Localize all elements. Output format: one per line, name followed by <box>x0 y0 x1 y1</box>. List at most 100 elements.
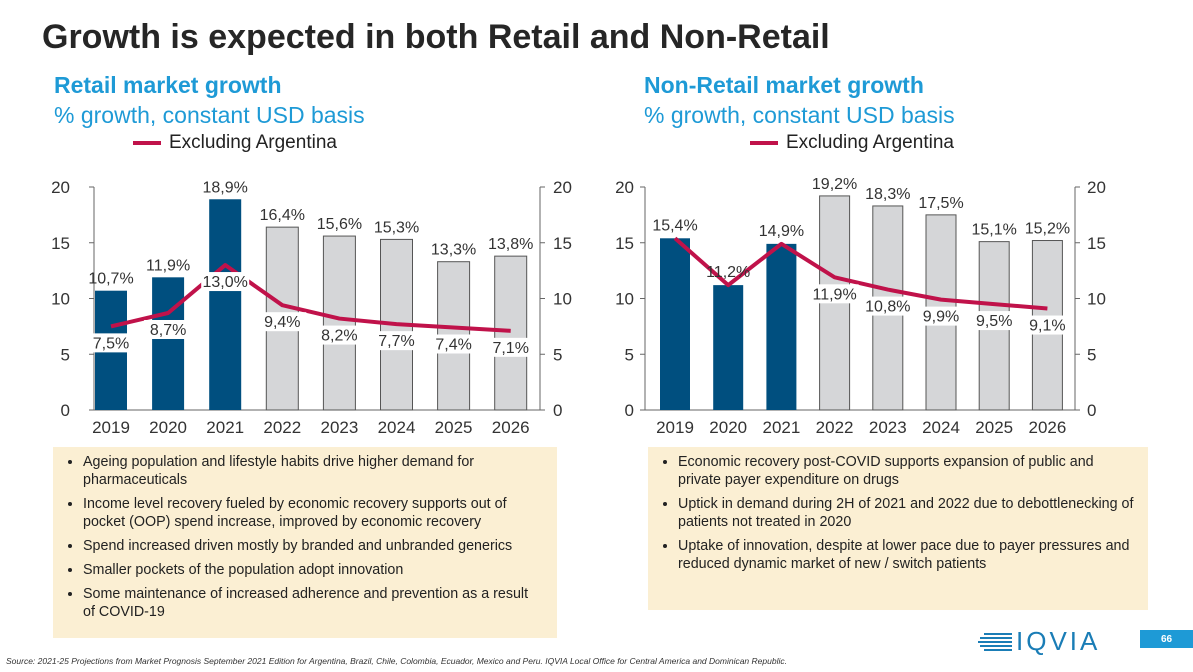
y-tick-label-right: 5 <box>1087 345 1096 364</box>
x-tick-label: 2024 <box>378 418 416 437</box>
data-label: 14,9% <box>759 223 804 240</box>
x-tick-label: 2025 <box>975 418 1013 437</box>
bar-data-label: 15,2% <box>1025 221 1070 238</box>
y-tick-label-left: 10 <box>615 290 634 309</box>
bar-data-label: 16,4% <box>260 207 305 224</box>
y-tick-label-right: 20 <box>553 178 572 197</box>
x-tick-label: 2020 <box>149 418 187 437</box>
y-tick-label-right: 20 <box>1087 178 1106 197</box>
slide-title: Growth is expected in both Retail and No… <box>42 18 830 56</box>
data-label: 11,2% <box>706 264 750 281</box>
x-tick-label: 2022 <box>263 418 301 437</box>
line-label-bg <box>429 334 478 354</box>
x-tick-label: 2024 <box>922 418 960 437</box>
x-tick-label: 2026 <box>1028 418 1066 437</box>
bar-data-label: 17,5% <box>918 195 963 212</box>
bar-2021 <box>766 243 797 410</box>
line-label-bg <box>1023 315 1072 335</box>
y-tick-label-left: 20 <box>615 178 634 197</box>
bullet: Ageing population and lifestyle habits d… <box>83 453 543 489</box>
bar-2020 <box>152 277 185 410</box>
y-tick-label-right: 15 <box>553 234 572 253</box>
iqvia-logo: IQVIA <box>978 626 1100 657</box>
non-retail-heading: Non-Retail market growth <box>644 72 924 98</box>
x-tick-label: 2023 <box>320 418 358 437</box>
line-data-label: 7,5% <box>93 335 129 352</box>
line-label-bg <box>87 333 135 353</box>
bar-data-label: 19,2% <box>812 176 857 193</box>
y-tick-label-left: 10 <box>51 290 70 309</box>
line-label-bg <box>315 325 364 345</box>
line-data-label: 7,1% <box>492 340 528 357</box>
x-tick-label: 2025 <box>435 418 473 437</box>
bar-data-label: 15,3% <box>374 219 419 236</box>
bar-data-label: 13,3% <box>431 242 476 259</box>
y-tick-label-left: 15 <box>51 234 70 253</box>
y-tick-label-left: 15 <box>615 234 634 253</box>
bar-2023 <box>322 235 356 411</box>
y-tick-label-right: 10 <box>553 290 572 309</box>
line-data-label: 7,7% <box>378 333 414 350</box>
y-tick-label-left: 0 <box>61 401 70 420</box>
x-tick-label: 2026 <box>492 418 530 437</box>
bullet: Uptick in demand during 2H of 2021 and 2… <box>678 495 1134 531</box>
bar-data-label: 15,6% <box>317 216 362 233</box>
bar-data-label: 18,3% <box>865 186 910 203</box>
bullet: Spend increased driven mostly by branded… <box>83 537 543 555</box>
line-label-bg <box>486 337 535 357</box>
source-note: Source: 2021-25 Projections from Market … <box>6 656 787 666</box>
line-excluding-argentina <box>110 263 511 333</box>
y-tick-label-right: 10 <box>1087 290 1106 309</box>
bullet: Income level recovery fueled by economic… <box>83 495 543 531</box>
y-tick-label-right: 5 <box>553 345 562 364</box>
legend-label: Excluding Argentina <box>169 132 337 153</box>
y-tick-label-left: 5 <box>61 345 70 364</box>
x-tick-label: 2021 <box>206 418 244 437</box>
line-label-bg <box>258 312 307 332</box>
line-label-bg <box>863 296 912 316</box>
line-label-bg <box>917 306 965 326</box>
line-data-label: 9,1% <box>1029 318 1065 335</box>
y-tick-label-right: 0 <box>553 401 562 420</box>
x-tick-label: 2019 <box>92 418 130 437</box>
line-data-label: 8,7% <box>150 322 186 339</box>
bar-data-label: 10,7% <box>88 271 133 288</box>
retail-heading: Retail market growth <box>54 72 282 98</box>
retail-legend: Excluding Argentina <box>133 132 337 154</box>
bullet: Uptake of innovation, despite at lower p… <box>678 537 1134 573</box>
bar-2026 <box>494 255 528 411</box>
line-label-bg <box>970 311 1019 331</box>
y-tick-label-right: 0 <box>1087 401 1096 420</box>
logo-stripes-icon <box>978 632 1012 651</box>
line-data-label: 9,9% <box>923 309 959 326</box>
logo-text: IQVIA <box>1016 626 1101 656</box>
line-excluding-argentina <box>673 236 1048 311</box>
bar-2021 <box>209 199 242 410</box>
line-data-label: 13,0% <box>203 274 248 291</box>
y-tick-label-left: 20 <box>51 178 70 197</box>
bar-data-label: 15,1% <box>972 222 1017 239</box>
bar-2020 <box>713 285 744 410</box>
legend-line-swatch <box>750 141 778 145</box>
retail-subheading: % growth, constant USD basis <box>54 102 365 128</box>
line-data-label: 9,4% <box>264 314 300 331</box>
non-retail-subheading: % growth, constant USD basis <box>644 102 955 128</box>
bar-data-label: 13,8% <box>488 236 533 253</box>
non-retail-legend: Excluding Argentina <box>750 132 954 154</box>
line-label-bg <box>372 331 421 351</box>
line-label-bg <box>144 319 193 339</box>
non-retail-bullets: Economic recovery post-COVID supports ex… <box>648 447 1148 610</box>
bar-data-label: 11,9% <box>146 257 190 274</box>
line-data-label: 11,9% <box>813 286 857 303</box>
legend-label: Excluding Argentina <box>786 132 954 153</box>
line-data-label: 9,5% <box>976 313 1012 330</box>
y-tick-label-right: 15 <box>1087 234 1106 253</box>
x-tick-label: 2022 <box>816 418 854 437</box>
x-tick-label: 2019 <box>656 418 694 437</box>
legend-line-swatch <box>133 141 161 145</box>
x-tick-label: 2021 <box>762 418 800 437</box>
retail-bullets: Ageing population and lifestyle habits d… <box>53 447 557 638</box>
page-number: 66 <box>1140 630 1193 648</box>
